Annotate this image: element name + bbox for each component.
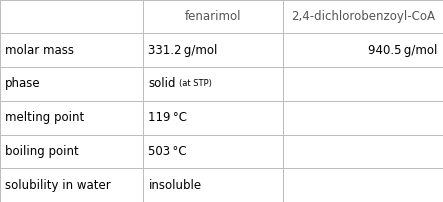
Text: solubility in water: solubility in water [5, 179, 111, 192]
Text: phase: phase [5, 77, 41, 90]
Text: molar mass: molar mass [5, 44, 74, 57]
Text: (at STP): (at STP) [179, 79, 211, 88]
Text: 331.2 g/mol: 331.2 g/mol [148, 44, 218, 57]
Text: melting point: melting point [5, 111, 85, 124]
Text: 2,4-dichlorobenzoyl-CoA: 2,4-dichlorobenzoyl-CoA [291, 10, 435, 23]
Text: solid: solid [148, 77, 176, 90]
Text: 503 °C: 503 °C [148, 145, 187, 158]
Text: insoluble: insoluble [148, 179, 202, 192]
Text: boiling point: boiling point [5, 145, 79, 158]
Text: 119 °C: 119 °C [148, 111, 187, 124]
Text: 940.5 g/mol: 940.5 g/mol [368, 44, 438, 57]
Text: fenarimol: fenarimol [185, 10, 241, 23]
